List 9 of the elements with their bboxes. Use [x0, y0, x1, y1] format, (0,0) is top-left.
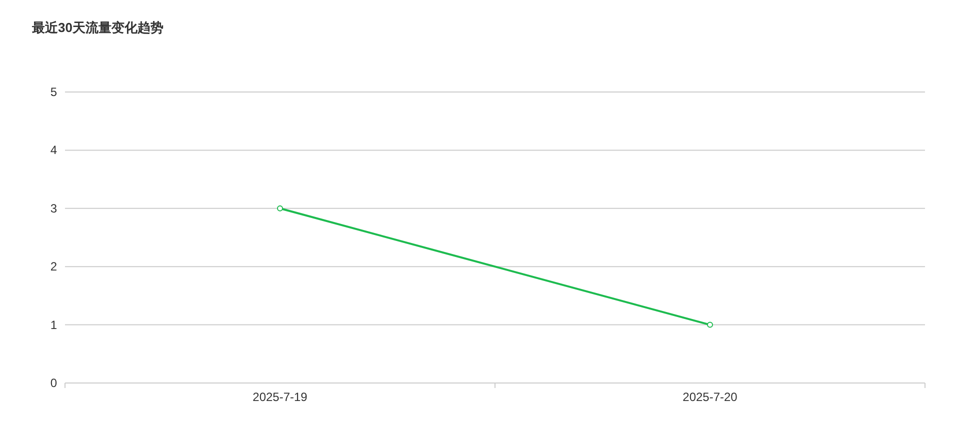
y-tick-label: 0	[50, 376, 58, 390]
x-tick-label: 2025-7-20	[682, 390, 738, 404]
y-tick-label: 2	[50, 260, 58, 274]
y-tick-label: 3	[50, 201, 58, 216]
y-tick-label: 1	[50, 318, 58, 332]
x-tick-label: 2025-7-19	[252, 390, 308, 404]
y-tick-label: 5	[50, 85, 58, 99]
chart-title: 最近30天流量变化趋势	[31, 20, 164, 35]
y-tick-label: 4	[50, 143, 58, 158]
